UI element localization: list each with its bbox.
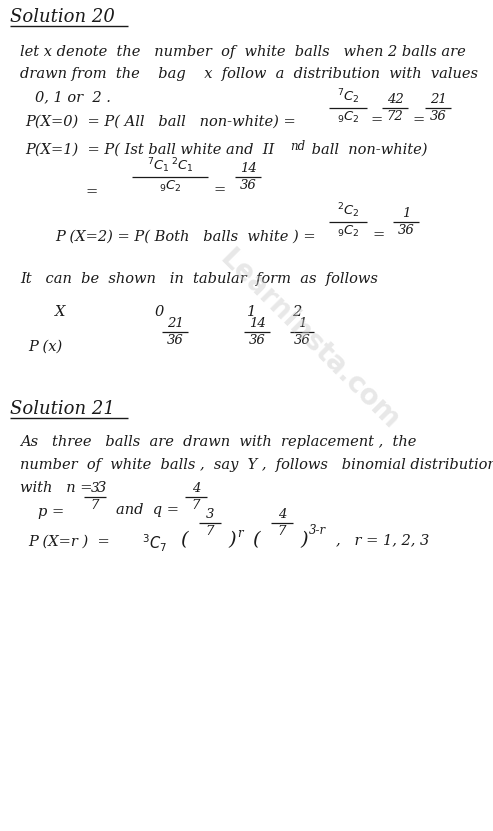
Text: 42: 42: [387, 93, 403, 106]
Text: 1: 1: [247, 305, 256, 319]
Text: $^2C_2$: $^2C_2$: [337, 201, 359, 220]
Text: =: =: [372, 228, 384, 242]
Text: 7: 7: [278, 525, 286, 538]
Text: $_9C_2$: $_9C_2$: [337, 110, 359, 125]
Text: ): ): [228, 531, 236, 549]
Text: 36: 36: [248, 334, 265, 347]
Text: 72: 72: [387, 110, 403, 123]
Text: $_9C_2$: $_9C_2$: [159, 179, 181, 194]
Text: number  of  white  balls ,  say  Y ,  follows   binomial distribution: number of white balls , say Y , follows …: [20, 458, 493, 472]
Text: 2: 2: [292, 305, 301, 319]
Text: P (X=2) = P( Both   balls  white ) =: P (X=2) = P( Both balls white ) =: [55, 230, 316, 244]
Text: (: (: [252, 531, 260, 549]
Text: 3-r: 3-r: [309, 524, 326, 537]
Text: Solution 21: Solution 21: [10, 400, 115, 418]
Text: 7: 7: [192, 499, 200, 512]
Text: $^7C_1\, ^2C_1$: $^7C_1\, ^2C_1$: [147, 156, 193, 175]
Text: =: =: [213, 183, 225, 197]
Text: 0, 1 or  2 .: 0, 1 or 2 .: [35, 90, 111, 104]
Text: 1: 1: [298, 317, 306, 330]
Text: with   n = 3: with n = 3: [20, 481, 106, 495]
Text: $^7C_2$: $^7C_2$: [337, 87, 359, 106]
Text: 21: 21: [167, 317, 183, 330]
Text: p =: p =: [38, 505, 64, 519]
Text: ball  non-white): ball non-white): [307, 143, 427, 157]
Text: 21: 21: [429, 93, 446, 106]
Text: r: r: [237, 527, 243, 540]
Text: $_9C_2$: $_9C_2$: [337, 224, 359, 239]
Text: 4: 4: [278, 508, 286, 521]
Text: 14: 14: [240, 162, 256, 175]
Text: 36: 36: [398, 224, 415, 237]
Text: 1: 1: [402, 207, 410, 220]
Text: and  q =: and q =: [116, 503, 179, 517]
Text: 36: 36: [240, 179, 256, 192]
Text: P(X=0)  = P( All   ball   non-white) =: P(X=0) = P( All ball non-white) =: [25, 115, 296, 129]
Text: let x denote  the   number  of  white  balls   when 2 balls are: let x denote the number of white balls w…: [20, 45, 466, 59]
Text: P(X=1)  = P( Ist ball white and  II: P(X=1) = P( Ist ball white and II: [25, 143, 274, 157]
Text: (: (: [180, 531, 188, 549]
Text: 7: 7: [206, 525, 214, 538]
Text: P (X=r )  =: P (X=r ) =: [28, 535, 110, 549]
Text: P (x): P (x): [28, 340, 62, 354]
Text: 36: 36: [167, 334, 183, 347]
Text: 36: 36: [294, 334, 311, 347]
Text: drawn from  the    bag    x  follow  a  distribution  with  values: drawn from the bag x follow a distributi…: [20, 67, 478, 81]
Text: 7: 7: [91, 499, 99, 512]
Text: ,   r = 1, 2, 3: , r = 1, 2, 3: [336, 533, 429, 547]
Text: 0: 0: [155, 305, 164, 319]
Text: 4: 4: [192, 482, 200, 495]
Text: It   can  be  shown   in  tabular  form  as  follows: It can be shown in tabular form as follo…: [20, 272, 378, 286]
Text: =: =: [370, 113, 382, 127]
Text: 14: 14: [248, 317, 265, 330]
Text: Learninsta.com: Learninsta.com: [214, 244, 405, 435]
Text: X: X: [55, 305, 66, 319]
Text: =: =: [412, 113, 424, 127]
Text: =: =: [85, 185, 97, 199]
Text: 3: 3: [206, 508, 214, 521]
Text: $^3C_7$: $^3C_7$: [142, 533, 167, 554]
Text: Solution 20: Solution 20: [10, 8, 115, 26]
Text: 3: 3: [91, 482, 99, 495]
Text: 36: 36: [429, 110, 446, 123]
Text: As   three   balls  are  drawn  with  replacement ,  the: As three balls are drawn with replacemen…: [20, 435, 417, 449]
Text: ): ): [300, 531, 308, 549]
Text: nd: nd: [290, 140, 305, 153]
